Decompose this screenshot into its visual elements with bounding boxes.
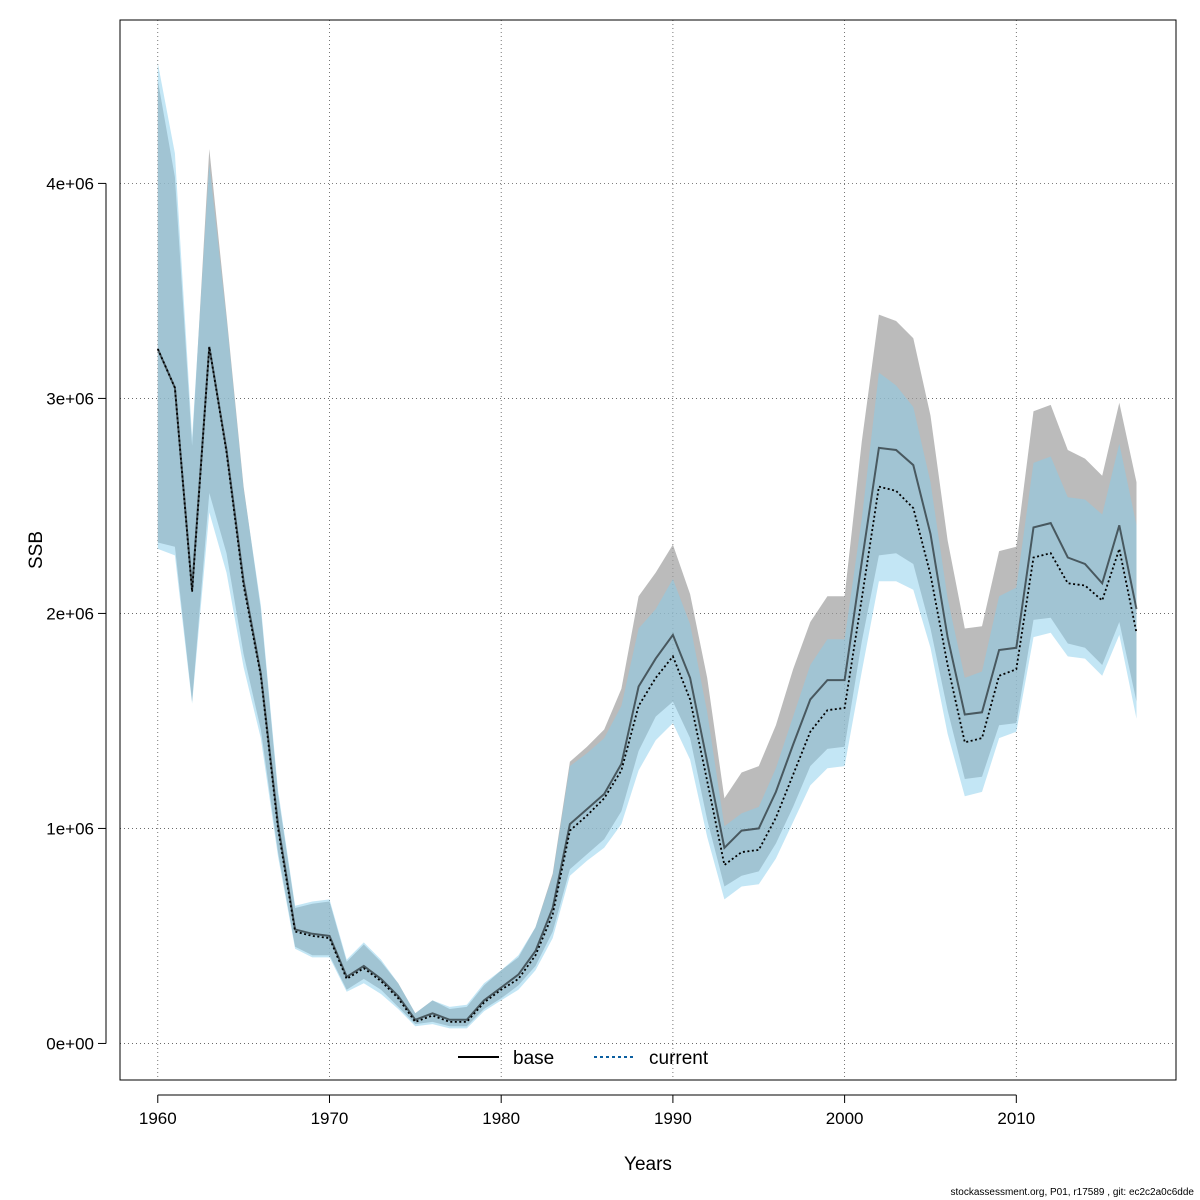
x-tick-label: 1970 xyxy=(311,1109,349,1128)
x-tick-label: 1960 xyxy=(139,1109,177,1128)
x-tick-label: 1990 xyxy=(654,1109,692,1128)
plot-frame xyxy=(119,19,1177,1081)
legend: base current xyxy=(458,1048,709,1069)
x-tick-label: 2000 xyxy=(826,1109,864,1128)
y-tick-label: 4e+06 xyxy=(46,174,94,193)
y-tick-label: 2e+06 xyxy=(46,604,94,623)
y-axis-title: SSB xyxy=(26,531,47,569)
current-line xyxy=(156,346,1138,1023)
y-tick-label: 0e+00 xyxy=(46,1034,94,1053)
legend-current-label: current xyxy=(649,1048,709,1069)
x-axis: 1960 1970 1980 1990 2000 2010 xyxy=(139,1094,1035,1128)
x-tick-label: 1980 xyxy=(482,1109,520,1128)
y-axis: 0e+00 1e+06 2e+06 3e+06 4e+06 xyxy=(46,174,107,1053)
base-line xyxy=(156,346,1138,1022)
x-tick-label: 2010 xyxy=(997,1109,1035,1128)
footer-credit: stockassessment.org, P01, r17589 , git: … xyxy=(950,1187,1194,1198)
current-confidence-band xyxy=(157,63,1137,1029)
x-axis-title: Years xyxy=(624,1154,672,1175)
y-tick-label: 3e+06 xyxy=(46,389,94,408)
y-tick-label: 1e+06 xyxy=(46,819,94,838)
base-confidence-band xyxy=(157,80,1137,1027)
legend-base-label: base xyxy=(513,1048,554,1069)
